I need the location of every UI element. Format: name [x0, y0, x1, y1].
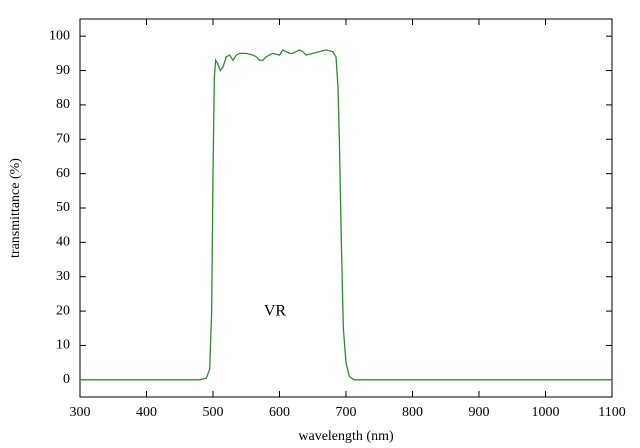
x-tick-label: 600: [269, 405, 290, 420]
y-tick-label: 70: [56, 131, 70, 146]
y-tick-label: 90: [56, 63, 70, 78]
x-tick-label: 900: [469, 405, 490, 420]
y-axis-label: transmittance (%): [8, 158, 23, 258]
x-tick-label: 400: [136, 405, 157, 420]
x-tick-label: 1000: [532, 405, 560, 420]
y-tick-label: 20: [56, 303, 70, 318]
y-tick-label: 0: [63, 372, 70, 387]
y-tick-label: 100: [49, 28, 70, 43]
x-tick-label: 800: [402, 405, 423, 420]
y-tick-label: 60: [56, 166, 70, 181]
y-tick-label: 10: [56, 338, 70, 353]
y-tick-label: 30: [56, 269, 70, 284]
x-tick-label: 1100: [598, 405, 625, 420]
plot-frame: [79, 18, 613, 398]
annotation: VR: [264, 303, 287, 320]
x-tick-label: 300: [70, 405, 91, 420]
y-tick-label: 50: [56, 200, 70, 215]
data-line: [80, 49, 612, 381]
x-tick-label: 700: [336, 405, 357, 420]
y-tick-label: 40: [56, 235, 70, 250]
x-axis-label: wavelength (nm): [298, 429, 394, 444]
y-tick-label: 80: [56, 97, 70, 112]
x-tick-label: 500: [203, 405, 224, 420]
